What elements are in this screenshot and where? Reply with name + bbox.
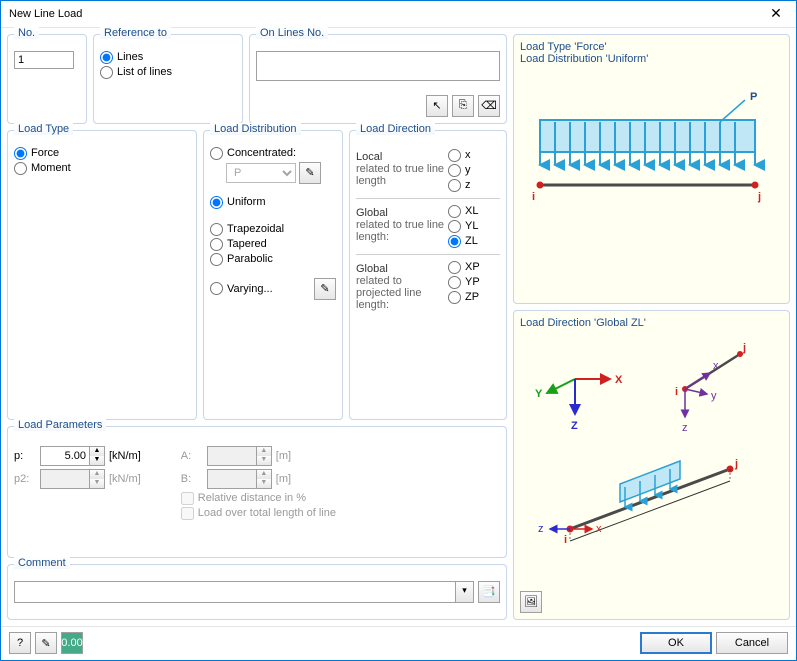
ref-lines-radio[interactable]: Lines	[100, 51, 236, 64]
preview-force-uniform: Load Type 'Force' Load Distribution 'Uni…	[513, 34, 790, 304]
no-input[interactable]	[14, 51, 74, 69]
edit-icon[interactable]: ✎	[35, 632, 57, 654]
spin-up-icon[interactable]: ▲	[90, 447, 104, 456]
p-unit: [kN/m]	[109, 450, 141, 462]
loadtype-label: Load Type	[14, 123, 73, 135]
help-icon[interactable]: ?	[9, 632, 31, 654]
ref-listoflines-radio[interactable]: List of lines	[100, 66, 236, 79]
p2-label: p2:	[14, 473, 36, 485]
B-unit: [m]	[276, 473, 291, 485]
dir-z-radio[interactable]: z	[448, 179, 500, 192]
preview-settings-icon[interactable]: 🖼	[520, 591, 542, 613]
dist-varying-radio[interactable]: Varying...	[210, 282, 311, 295]
p2-spinner: ▲▼	[40, 469, 105, 489]
dir-global-true-title: Globalrelated to true line length:	[356, 207, 448, 243]
svg-text:x: x	[713, 360, 719, 372]
svg-text:i: i	[675, 386, 678, 398]
svg-text:z: z	[682, 422, 688, 434]
reference-label: Reference to	[100, 27, 171, 39]
dist-tapered-radio[interactable]: Tapered	[210, 238, 336, 251]
ok-button[interactable]: OK	[640, 632, 712, 654]
concentrated-edit-icon[interactable]: ✎	[299, 162, 321, 184]
units-icon[interactable]: 0.00	[61, 632, 83, 654]
concentrated-select: P	[226, 163, 296, 183]
cancel-button[interactable]: Cancel	[716, 632, 788, 654]
dir-yl-radio[interactable]: YL	[448, 220, 500, 233]
pick-icon[interactable]: ↖	[426, 95, 448, 117]
varying-edit-icon[interactable]: ✎	[314, 278, 336, 300]
close-icon[interactable]: ✕	[764, 5, 788, 22]
dir-xp-radio[interactable]: XP	[448, 261, 500, 274]
svg-text:X: X	[615, 374, 623, 386]
dir-local-title: Localrelated to true line length	[356, 151, 448, 187]
comment-combo[interactable]: ▾	[14, 581, 474, 603]
p-spinner[interactable]: ▲▼	[40, 446, 105, 466]
overtotal-checkbox: Load over total length of line	[181, 507, 336, 520]
dir-yp-radio[interactable]: YP	[448, 276, 500, 289]
svg-text:i: i	[532, 191, 535, 203]
A-spinner: ▲▼	[207, 446, 272, 466]
dir-xl-radio[interactable]: XL	[448, 205, 500, 218]
dist-concentrated-radio[interactable]: Concentrated:	[210, 147, 336, 160]
spin-down-icon[interactable]: ▼	[90, 456, 104, 465]
on-lines-label: On Lines No.	[256, 27, 328, 39]
dir-y-radio[interactable]: y	[448, 164, 500, 177]
clear-icon[interactable]: ⌫	[478, 95, 500, 117]
dir-zl-radio[interactable]: ZL	[448, 235, 500, 248]
svg-text:j: j	[757, 191, 761, 203]
B-spinner: ▲▼	[207, 469, 272, 489]
svg-text:Y: Y	[535, 388, 543, 400]
preview-direction: Load Direction 'Global ZL' X Y Z	[513, 310, 790, 620]
A-unit: [m]	[276, 450, 291, 462]
loadparam-label: Load Parameters	[14, 419, 106, 431]
on-lines-input[interactable]	[256, 51, 500, 81]
svg-text:z: z	[538, 523, 544, 535]
svg-text:P: P	[750, 91, 757, 103]
loadtype-force-radio[interactable]: Force	[14, 147, 190, 160]
dir-zp-radio[interactable]: ZP	[448, 291, 500, 304]
relative-checkbox: Relative distance in %	[181, 492, 336, 505]
dir-global-proj-title: Globalrelated to projected line length:	[356, 263, 448, 311]
svg-text:x: x	[596, 523, 602, 535]
svg-text:i: i	[564, 534, 567, 546]
chevron-down-icon[interactable]: ▾	[456, 581, 474, 603]
loaddir-label: Load Direction	[356, 123, 435, 135]
pick-list-icon[interactable]: ⎘	[452, 95, 474, 117]
dir-x-radio[interactable]: x	[448, 149, 500, 162]
p-label: p:	[14, 450, 36, 462]
no-label: No.	[14, 27, 39, 39]
svg-text:j: j	[742, 342, 746, 354]
svg-text:j: j	[734, 458, 738, 470]
window-title: New Line Load	[9, 8, 764, 20]
B-label: B:	[181, 473, 203, 485]
comment-library-icon[interactable]: 📑	[478, 581, 500, 603]
p2-unit: [kN/m]	[109, 473, 141, 485]
svg-text:Z: Z	[571, 420, 578, 432]
comment-label: Comment	[14, 557, 70, 569]
A-label: A:	[181, 450, 203, 462]
loaddist-label: Load Distribution	[210, 123, 301, 135]
dist-trapezoidal-radio[interactable]: Trapezoidal	[210, 223, 336, 236]
dist-parabolic-radio[interactable]: Parabolic	[210, 253, 336, 266]
loadtype-moment-radio[interactable]: Moment	[14, 162, 190, 175]
dist-uniform-radio[interactable]: Uniform	[210, 196, 336, 209]
svg-text:y: y	[711, 390, 717, 402]
